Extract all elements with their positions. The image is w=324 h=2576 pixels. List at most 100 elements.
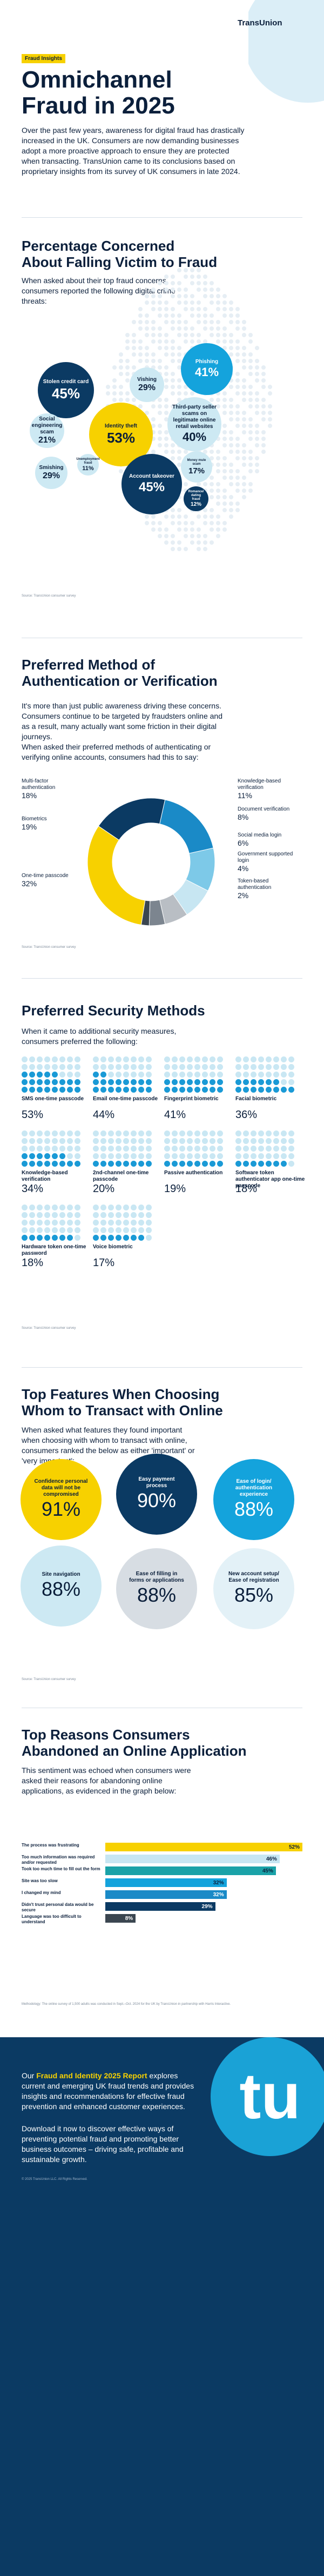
method-label: Voice biometric [93, 1244, 133, 1250]
dot [44, 1212, 50, 1218]
dot [202, 1056, 208, 1062]
dot [202, 1138, 208, 1144]
dot [179, 1130, 185, 1136]
dot [123, 1064, 129, 1070]
dot [44, 1056, 50, 1062]
dot [235, 1130, 241, 1136]
dot [281, 1153, 287, 1159]
auth-title: Preferred Method of Authentication or Ve… [0, 657, 324, 689]
intro-text: Over the past few years, awareness for d… [22, 126, 245, 176]
bar-fill: 32% [105, 1890, 227, 1899]
legend-item: Knowledge-based verification 11% [238, 778, 297, 800]
dot [146, 1220, 152, 1226]
features-title-line-2: Whom to Transact with Online [22, 1402, 223, 1419]
dot-grid [235, 1130, 307, 1167]
dot [37, 1220, 43, 1226]
dot [243, 1072, 249, 1078]
dot [138, 1161, 144, 1167]
dot [172, 1130, 178, 1136]
auth-title-line-1: Preferred Method of [22, 657, 156, 673]
dot [100, 1220, 106, 1226]
legend-value: 11% [238, 791, 252, 800]
dot [44, 1064, 50, 1070]
dot [37, 1072, 43, 1078]
dot [116, 1130, 122, 1136]
bar-row: Too much information was required and/or… [22, 1855, 302, 1865]
logo-text: TransUnion [238, 18, 282, 28]
dot [146, 1146, 152, 1152]
dot [131, 1064, 137, 1070]
dot [22, 1161, 28, 1167]
dot [100, 1072, 106, 1078]
concern-bubble: Vishing 29% [130, 367, 164, 402]
dot [194, 1138, 200, 1144]
dot [52, 1161, 58, 1167]
footer-text-2: Download it now to discover effective wa… [22, 2124, 184, 2164]
auth-section: Preferred Method of Authentication or Ve… [0, 657, 324, 959]
dot [288, 1146, 294, 1152]
dot [75, 1130, 80, 1136]
dot [100, 1079, 106, 1085]
features-source: Source: TransUnion consumer survey [22, 1678, 76, 1681]
dot [116, 1235, 122, 1241]
dot [217, 1064, 223, 1070]
dot [202, 1072, 208, 1078]
method-value: 19% [164, 1183, 186, 1195]
bar-label: Didn't trust personal data would be secu… [22, 1902, 94, 1912]
dot [210, 1087, 215, 1093]
dot [100, 1227, 106, 1233]
dot [202, 1087, 208, 1093]
dot [179, 1153, 185, 1159]
dot [273, 1079, 279, 1085]
legend-value: 18% [22, 791, 37, 800]
dot [251, 1087, 256, 1093]
dot [217, 1079, 223, 1085]
dot [93, 1056, 99, 1062]
footer-cta: tu Our Fraud and Identity 2025 Report ex… [0, 2037, 324, 2576]
dot [108, 1072, 114, 1078]
bar-label: Took too much time to fill out the form [22, 1866, 100, 1871]
bar-row: Took too much time to fill out the form 4… [22, 1866, 302, 1875]
concern-bubble: Third-party seller scams on legitimate o… [167, 397, 221, 451]
concern-bubble: Romance/ dating fraud 12% [184, 486, 208, 511]
dot [138, 1064, 144, 1070]
dot [187, 1153, 193, 1159]
dot [108, 1064, 114, 1070]
feature-bubble: Confidence personal data will not be com… [21, 1459, 102, 1540]
report-link[interactable]: Fraud and Identity 2025 Report [36, 2071, 147, 2080]
feature-bubble: Ease of filling in forms or applications… [116, 1548, 197, 1629]
dot [146, 1056, 152, 1062]
dot [251, 1153, 256, 1159]
bubble-label: Unemployment fraud [76, 458, 100, 465]
dot [67, 1138, 73, 1144]
dot [59, 1079, 65, 1085]
dot [138, 1212, 144, 1218]
dot [258, 1087, 264, 1093]
bubble-value: 12% [190, 501, 201, 507]
dot [281, 1130, 287, 1136]
dot [44, 1087, 50, 1093]
dot [59, 1087, 65, 1093]
method-value: 34% [22, 1183, 44, 1195]
dot [210, 1153, 215, 1159]
method-label: Email one-time passcode [93, 1096, 158, 1102]
transunion-logo[interactable]: TransUnion [238, 18, 282, 28]
dot [281, 1138, 287, 1144]
dot [266, 1130, 272, 1136]
legend-item: Multi-factor authentication 18% [22, 778, 81, 800]
method-label: 2nd-channel one-time passcode [93, 1170, 149, 1182]
feature-label: Ease of login/ authentication experience [235, 1478, 273, 1497]
dot [37, 1161, 43, 1167]
feature-label: New account setup/ Ease of registration [228, 1571, 279, 1583]
title-line-2: Fraud in 2025 [22, 92, 175, 119]
dot [164, 1130, 170, 1136]
security-section: Preferred Security Methods When it came … [0, 1002, 324, 1348]
dot [108, 1220, 114, 1226]
dot [116, 1079, 122, 1085]
dot [67, 1079, 73, 1085]
bar-fill: 52% [105, 1843, 302, 1851]
security-source: Source: TransUnion consumer survey [22, 1327, 76, 1330]
dot [93, 1130, 99, 1136]
dot [22, 1220, 28, 1226]
